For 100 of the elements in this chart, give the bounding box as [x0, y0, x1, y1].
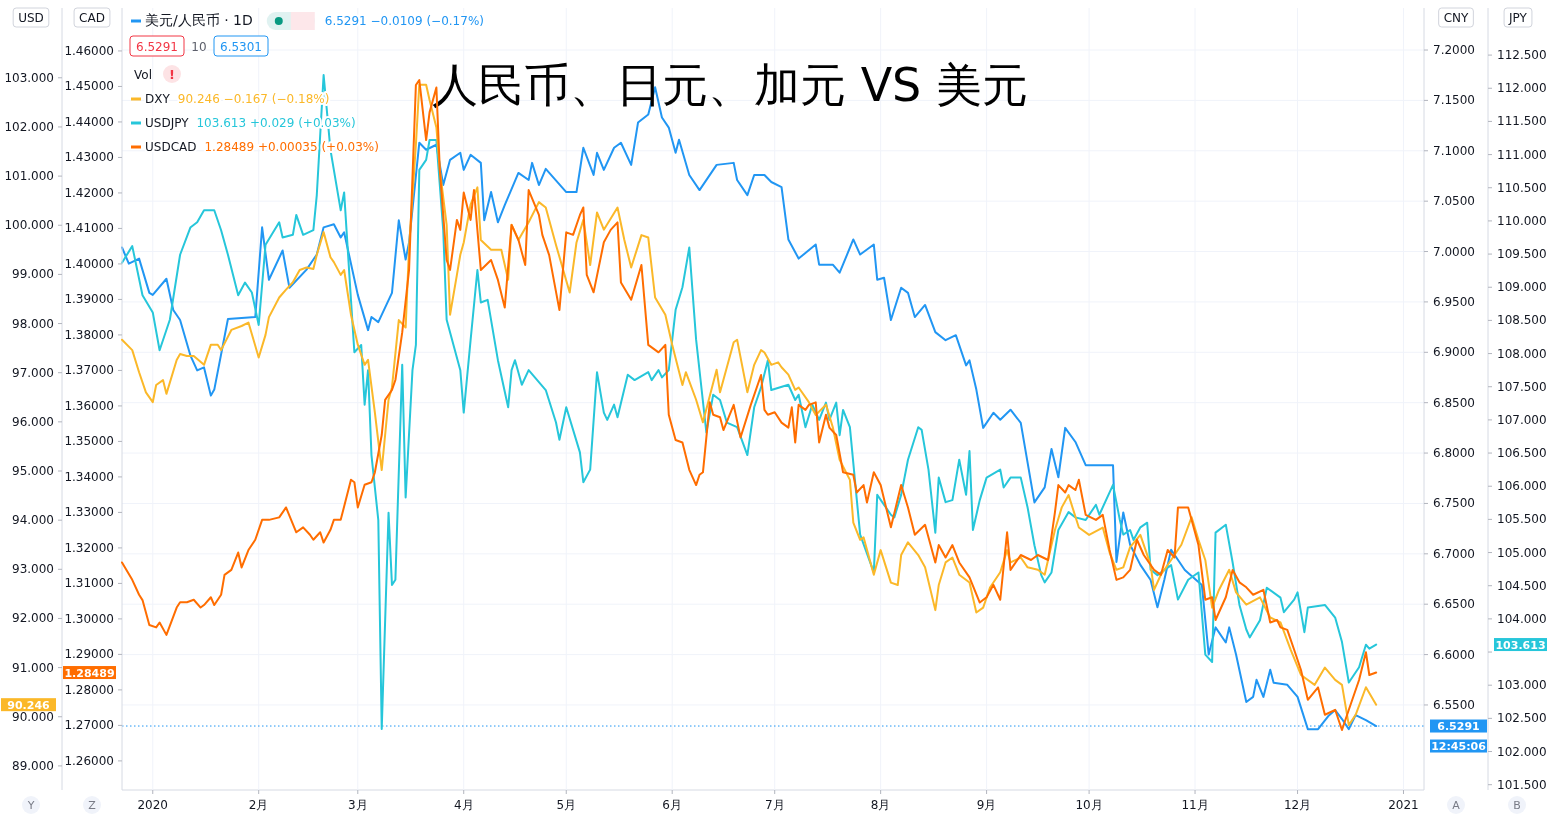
annotation: 10: [191, 40, 207, 54]
x-tick-label: 5月: [556, 798, 577, 812]
y2-tick-label: 102.000: [1497, 744, 1547, 759]
y2-tick-label: 1.35000: [64, 434, 114, 449]
y2-tick-label: 111.000: [1497, 147, 1547, 162]
text: B: [1513, 799, 1521, 812]
y-tick-label: 92.000: [12, 611, 54, 626]
y2-tick-label: 112.500: [1497, 48, 1547, 63]
y-axis-title: CNY: [1443, 11, 1470, 25]
annotation: !: [169, 67, 175, 82]
y2-tick-label: 106.000: [1497, 479, 1547, 494]
y-tick-label: 6.7000: [1433, 546, 1475, 561]
ref-line-label: 6.5291: [1437, 720, 1480, 734]
y2-tick-label: 1.42000: [64, 185, 114, 200]
y-tick-label: 96.000: [12, 414, 54, 429]
x-tick-label: 6月: [662, 798, 683, 812]
y2-tick-label: 1.31000: [64, 576, 114, 591]
y-axis-title: USD: [18, 11, 44, 25]
y2-tick-label: 1.40000: [64, 256, 114, 271]
y-tick-label: 94.000: [12, 513, 54, 528]
y-tick-label: 6.8500: [1433, 395, 1475, 410]
y-tick-label: 6.6000: [1433, 647, 1475, 662]
text: Z: [88, 799, 97, 812]
x-tick-label: 11月: [1181, 798, 1209, 812]
y2-tick-label: 1.30000: [64, 611, 114, 626]
y-tick-label: 102.000: [4, 119, 54, 134]
y-tick-label: 90.000: [12, 709, 54, 724]
y-tick-label: 93.000: [12, 562, 54, 577]
annotation: 6.5301: [220, 40, 262, 54]
y2-tick-label: 1.44000: [64, 114, 114, 129]
y-tick-label: 100.000: [4, 218, 54, 233]
y-tick-label: 89.000: [12, 758, 54, 773]
y-tick-label: 6.6500: [1433, 597, 1475, 612]
x-tick-label: 10月: [1075, 798, 1103, 812]
y2-tick-label: 1.27000: [64, 718, 114, 733]
x-tick-label: 12月: [1283, 798, 1312, 812]
y2-tick-label: 107.500: [1497, 379, 1547, 394]
y-tick-label: 7.1000: [1433, 143, 1475, 158]
y2-tick-label: 105.500: [1497, 512, 1547, 527]
x-tick-label: 9月: [976, 798, 997, 812]
y-tick-label: 6.5500: [1433, 697, 1475, 712]
y2-tick-label: 1.43000: [64, 150, 114, 165]
y-tick-label: 7.2000: [1433, 43, 1475, 58]
legend-label: USDCAD: [145, 140, 197, 154]
y-tick-label: 6.8000: [1433, 446, 1475, 461]
y-tick-label: 91.000: [12, 660, 54, 675]
annotation: Vol: [134, 68, 152, 82]
x-tick-label: 3月: [347, 798, 368, 812]
y-tick-label: 95.000: [12, 464, 54, 479]
y2-axis-title: CAD: [79, 11, 105, 25]
text: 人民币、日元、加元 VS 美元: [432, 58, 1028, 112]
text: 1.28489: [64, 666, 115, 680]
y-tick-label: 98.000: [12, 316, 54, 331]
y-tick-label: 99.000: [12, 267, 54, 282]
text: 90.246: [7, 698, 51, 712]
y2-tick-label: 109.000: [1497, 280, 1547, 295]
y2-tick-label: 1.29000: [64, 647, 114, 662]
y2-tick-label: 110.000: [1497, 213, 1547, 228]
y-tick-label: 6.9500: [1433, 294, 1475, 309]
text: 12:45:06: [1431, 740, 1487, 754]
x-tick-label: 2021: [1388, 798, 1419, 812]
y2-tick-label: 106.500: [1497, 446, 1547, 461]
y2-tick-label: 111.500: [1497, 114, 1547, 129]
y2-tick-label: 110.500: [1497, 180, 1547, 195]
y-tick-label: 7.0500: [1433, 194, 1475, 209]
y-tick-label: 97.000: [12, 365, 54, 380]
text: Y: [26, 799, 35, 812]
y2-tick-label: 112.000: [1497, 81, 1547, 96]
y2-tick-label: 101.500: [1497, 777, 1547, 792]
annotation: 6.5291 −0.0109 (−0.17%): [324, 14, 484, 28]
y2-tick-label: 108.000: [1497, 346, 1547, 361]
y2-tick-label: 108.500: [1497, 313, 1547, 328]
y2-tick-label: 1.36000: [64, 398, 114, 413]
y2-tick-label: 1.26000: [64, 753, 114, 768]
y2-tick-label: 1.39000: [64, 292, 114, 307]
y2-tick-label: 104.500: [1497, 578, 1547, 593]
y-tick-label: 103.000: [4, 70, 54, 85]
y-tick-label: 6.9000: [1433, 345, 1475, 360]
y2-tick-label: 1.33000: [64, 505, 114, 520]
x-tick-label: 8月: [870, 798, 891, 812]
y2-tick-label: 1.46000: [64, 43, 114, 58]
y2-tick-label: 103.000: [1497, 678, 1547, 693]
x-tick-label: 2020: [137, 798, 169, 812]
y-tick-label: 101.000: [4, 169, 54, 184]
text: A: [1452, 799, 1461, 812]
y2-axis-title: JPY: [1508, 11, 1528, 25]
y2-tick-label: 1.38000: [64, 327, 114, 342]
y2-tick-label: 1.41000: [64, 221, 114, 236]
y-tick-label: 7.0000: [1433, 244, 1475, 259]
annotation: 6.5291: [136, 40, 178, 54]
legend-label: DXY: [145, 92, 171, 106]
y2-tick-label: 1.34000: [64, 469, 114, 484]
y2-tick-label: 105.000: [1497, 545, 1547, 560]
y-tick-label: 7.1500: [1433, 93, 1475, 108]
y-tick-label: 6.7500: [1433, 496, 1475, 511]
y2-tick-label: 102.500: [1497, 711, 1547, 726]
y2-tick-label: 1.37000: [64, 363, 114, 378]
legend-label: USDJPY: [145, 116, 190, 130]
text: 103.613: [1495, 638, 1546, 652]
y2-tick-label: 107.000: [1497, 412, 1547, 427]
